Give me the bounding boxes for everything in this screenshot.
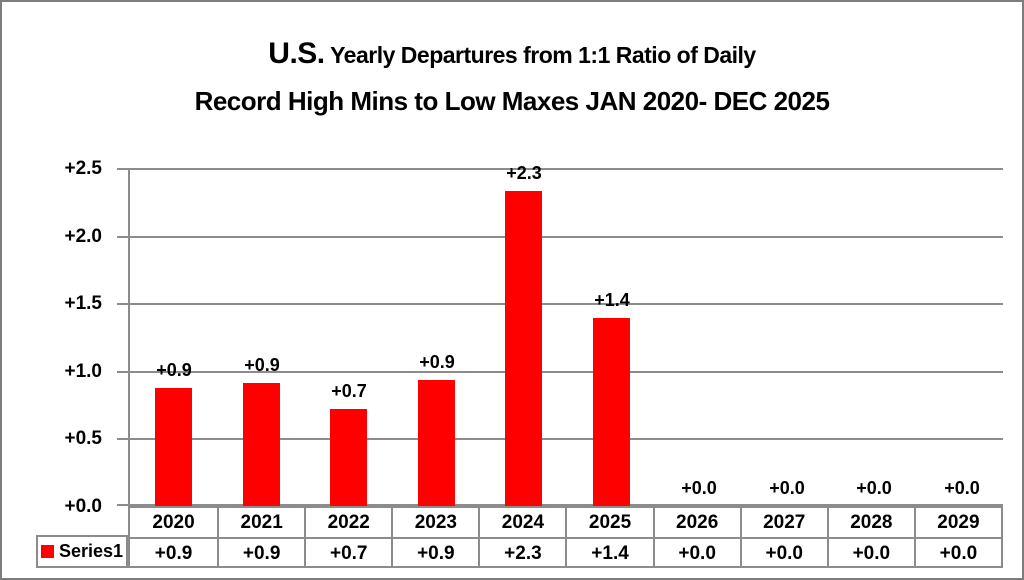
- table-value-2027: +0.0: [739, 537, 827, 566]
- x-axis-label-2022: 2022: [304, 508, 391, 537]
- series1-color-swatch: [40, 545, 54, 558]
- series1-label: Series1: [58, 541, 124, 561]
- bar-2023: [418, 380, 455, 506]
- y-axis-tick: [117, 303, 130, 305]
- gridline-+1.5: [130, 303, 1003, 305]
- gridline-+2.0: [130, 236, 1003, 238]
- y-axis-tick: [117, 371, 130, 373]
- table-value-2028: +0.0: [826, 537, 914, 566]
- bar-2021: [243, 383, 280, 506]
- table-value-2026: +0.0: [652, 537, 740, 566]
- chart-title-line2: Record High Mins to Low Maxes JAN 2020- …: [194, 86, 830, 116]
- table-value-2025: +1.4: [565, 537, 653, 566]
- x-axis-label-2024: 2024: [478, 508, 565, 537]
- chart-title-us: U.S.: [268, 37, 325, 70]
- gridline-+0.0: [130, 504, 1003, 506]
- x-axis-label-2023: 2023: [391, 508, 478, 537]
- x-axis-label-2029: 2029: [913, 508, 1001, 537]
- bar-value-label-2023: +0.9: [419, 352, 455, 372]
- bar-value-label-2027: +0.0: [769, 478, 805, 498]
- x-axis-label-2020: 2020: [152, 512, 195, 533]
- x-axis-label-2027: 2027: [739, 508, 827, 537]
- bar-value-label-2026: +0.0: [681, 478, 717, 498]
- y-tick-label: +2.0: [64, 226, 102, 247]
- chart-title-line1: U.S. Yearly Departures from 1:1 Ratio of…: [2, 32, 1022, 80]
- chart-title: U.S. Yearly Departures from 1:1 Ratio of…: [2, 32, 1022, 123]
- plot-area: +0.9 +0.9 +0.7 +0.9 +2.3 +1.4 +0.0 +0.0 +0.0 +0.0: [117, 164, 1003, 506]
- table-value-2021: +0.9: [217, 537, 305, 566]
- gridline-+2.5: [130, 168, 1003, 170]
- y-axis-tick: [117, 168, 130, 170]
- y-tick-label: +1.5: [64, 293, 102, 314]
- y-axis-tick: [117, 504, 130, 506]
- table-value-2020: +0.9: [130, 537, 218, 566]
- table-value-2029: +0.0: [913, 537, 1001, 566]
- x-axis-label-2021: 2021: [217, 508, 304, 537]
- bar-2020: [155, 388, 192, 506]
- data-table: 2020 2021 2022 2023 2024 2025 2026 2027 2028 2029…: [128, 506, 1003, 568]
- chart-title-line1-rest: Yearly Departures from 1:1 Ratio of Dail…: [324, 42, 756, 68]
- bar-value-label-2029: +0.0: [944, 478, 980, 498]
- y-axis-tick: [117, 236, 130, 238]
- x-axis-label-2025: 2025: [565, 508, 652, 537]
- x-axis-label-2026: 2026: [652, 508, 740, 537]
- bar-value-label-2028: +0.0: [856, 478, 892, 498]
- bar-2022: [330, 409, 367, 506]
- x-axis-label-2028: 2028: [826, 508, 914, 537]
- y-tick-label: +1.0: [64, 361, 102, 382]
- y-tick-label: +0.5: [64, 428, 102, 449]
- bar-value-label-2024: +2.3: [506, 163, 542, 183]
- gridline-+1.0: [130, 371, 1003, 373]
- table-value-2024: +2.3: [478, 537, 566, 566]
- legend-series1: Series1: [36, 535, 128, 568]
- bar-2025: [593, 318, 630, 506]
- bar-value-label-2022: +0.7: [331, 381, 367, 401]
- table-value-2022: +0.7: [304, 537, 392, 566]
- gridline-+0.5: [130, 438, 1003, 440]
- bar-value-label-2025: +1.4: [594, 290, 630, 310]
- bar-value-label-2021: +0.9: [244, 355, 280, 375]
- bar-2024: [505, 191, 542, 506]
- table-value-2023: +0.9: [391, 537, 479, 566]
- y-tick-label: +0.0: [64, 496, 102, 517]
- bar-value-label-2020: +0.9: [156, 360, 192, 380]
- y-tick-label: +2.5: [64, 158, 102, 179]
- y-axis-tick: [117, 438, 130, 440]
